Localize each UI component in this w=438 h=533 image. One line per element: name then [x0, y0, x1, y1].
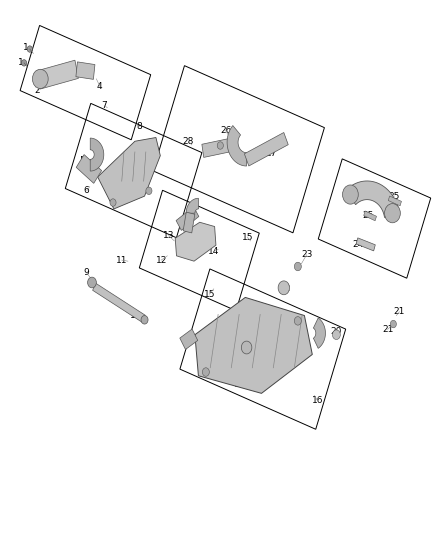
Text: 15: 15: [234, 381, 246, 389]
Text: 5: 5: [79, 157, 85, 165]
Polygon shape: [180, 329, 198, 350]
Circle shape: [294, 317, 301, 325]
Polygon shape: [186, 198, 198, 213]
Text: 6: 6: [84, 187, 90, 195]
Text: 12: 12: [155, 256, 167, 264]
Text: 16: 16: [312, 397, 323, 405]
Polygon shape: [346, 181, 399, 217]
Text: 26: 26: [220, 126, 231, 135]
Text: 18: 18: [278, 365, 290, 373]
Text: 8: 8: [136, 123, 142, 131]
Text: 15: 15: [242, 233, 253, 241]
Circle shape: [332, 330, 340, 340]
Polygon shape: [175, 222, 216, 261]
Polygon shape: [388, 196, 402, 206]
Polygon shape: [364, 211, 377, 221]
Circle shape: [88, 277, 96, 288]
Text: 23: 23: [301, 251, 312, 259]
Circle shape: [385, 204, 400, 223]
Polygon shape: [195, 297, 312, 393]
Polygon shape: [92, 283, 145, 322]
Circle shape: [27, 46, 32, 52]
Text: 17: 17: [217, 352, 228, 360]
Polygon shape: [356, 238, 375, 251]
Circle shape: [343, 185, 358, 204]
Text: 22: 22: [279, 285, 290, 293]
Text: 1: 1: [23, 44, 29, 52]
Polygon shape: [176, 207, 199, 230]
Text: 25: 25: [362, 212, 374, 220]
Text: 7: 7: [101, 101, 107, 110]
Text: 25: 25: [389, 192, 400, 200]
Circle shape: [278, 281, 290, 295]
Text: 15: 15: [204, 290, 215, 298]
Circle shape: [390, 320, 396, 328]
Text: 21: 21: [394, 308, 405, 316]
Text: 1: 1: [18, 59, 24, 67]
Circle shape: [294, 262, 301, 271]
Polygon shape: [183, 212, 195, 233]
Text: 14: 14: [208, 247, 219, 256]
Circle shape: [21, 60, 27, 66]
Text: 10: 10: [130, 311, 141, 320]
Text: 20: 20: [331, 327, 342, 336]
Circle shape: [32, 69, 48, 88]
Circle shape: [202, 368, 209, 376]
Polygon shape: [37, 60, 78, 89]
Text: 24: 24: [353, 240, 364, 248]
Text: 27: 27: [265, 149, 276, 158]
Text: 13: 13: [163, 231, 174, 240]
Text: 21: 21: [382, 325, 393, 334]
Polygon shape: [227, 126, 247, 166]
Text: 28: 28: [183, 137, 194, 146]
Text: 4: 4: [97, 82, 102, 91]
Circle shape: [141, 316, 148, 324]
Text: 19: 19: [274, 313, 285, 321]
Polygon shape: [244, 133, 288, 166]
Polygon shape: [202, 138, 237, 157]
Text: 3: 3: [62, 65, 68, 74]
Text: 11: 11: [116, 256, 127, 264]
Polygon shape: [76, 62, 95, 79]
Polygon shape: [76, 155, 102, 183]
Polygon shape: [90, 138, 104, 171]
Circle shape: [241, 341, 252, 354]
Polygon shape: [313, 318, 325, 349]
Circle shape: [110, 199, 116, 206]
Polygon shape: [98, 138, 160, 209]
Circle shape: [217, 142, 223, 149]
Text: 9: 9: [84, 269, 90, 277]
Circle shape: [146, 187, 152, 195]
Text: 2: 2: [35, 86, 40, 95]
